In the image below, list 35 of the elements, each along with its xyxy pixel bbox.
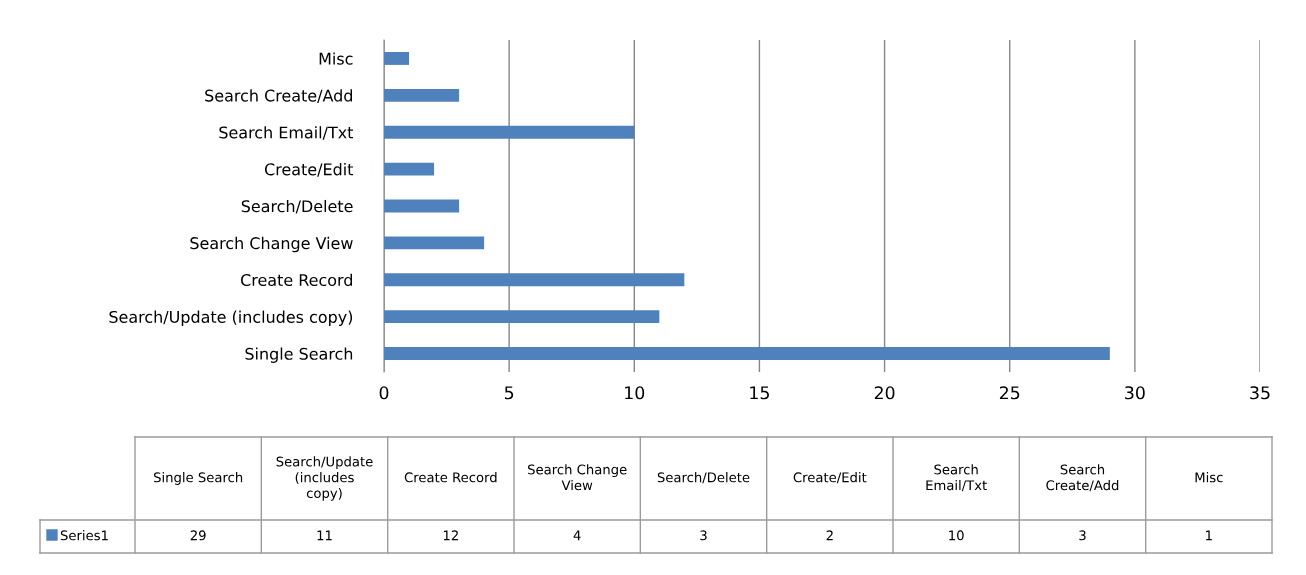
text: 2 [826,530,833,541]
category-label: Single Search [154,472,243,485]
text: 12 [443,530,458,541]
text: 29 [190,530,206,541]
x-tick-label: 0 [379,386,389,400]
text: 10 [949,530,964,541]
y-tick-label: Search/Update (includes copy) [109,310,353,327]
category-label: Create/Edit [793,472,867,484]
x-tick-label: 15 [750,386,769,400]
y-tick-label: Search Create/Add [205,89,352,103]
x-tick-label: 35 [1250,386,1270,400]
category-label: Misc [1195,472,1223,483]
y-tick-label: Search Email/Txt [219,126,354,140]
legend-label: Series1 [60,530,108,541]
x-tick-label: 5 [504,386,514,400]
y-tick-label: Create Record [241,273,352,287]
text: 1 [1206,530,1212,541]
category-label: Search Change View [528,464,627,491]
text: 11 [317,530,332,541]
y-tick-label: Search/Delete [241,199,353,214]
y-tick-label: Search Change View [190,236,353,253]
text: 3 [1079,530,1086,541]
text: 4 [573,530,581,541]
y-tick-label: Misc [319,52,353,65]
y-tick-label: Single Search [245,347,353,363]
x-tick-label: 20 [874,386,895,400]
category-label: Search/Delete [657,472,750,484]
x-tick-label: 25 [999,386,1020,400]
x-tick-label: 10 [625,386,645,400]
category-label: Search Create/Add [1046,464,1119,492]
x-tick-label: 30 [1125,386,1145,400]
category-label: Search Email/Txt [926,464,987,492]
category-label: Create Record [404,472,497,483]
y-tick-label: Create/Edit [264,163,354,177]
text: 3 [700,530,707,541]
